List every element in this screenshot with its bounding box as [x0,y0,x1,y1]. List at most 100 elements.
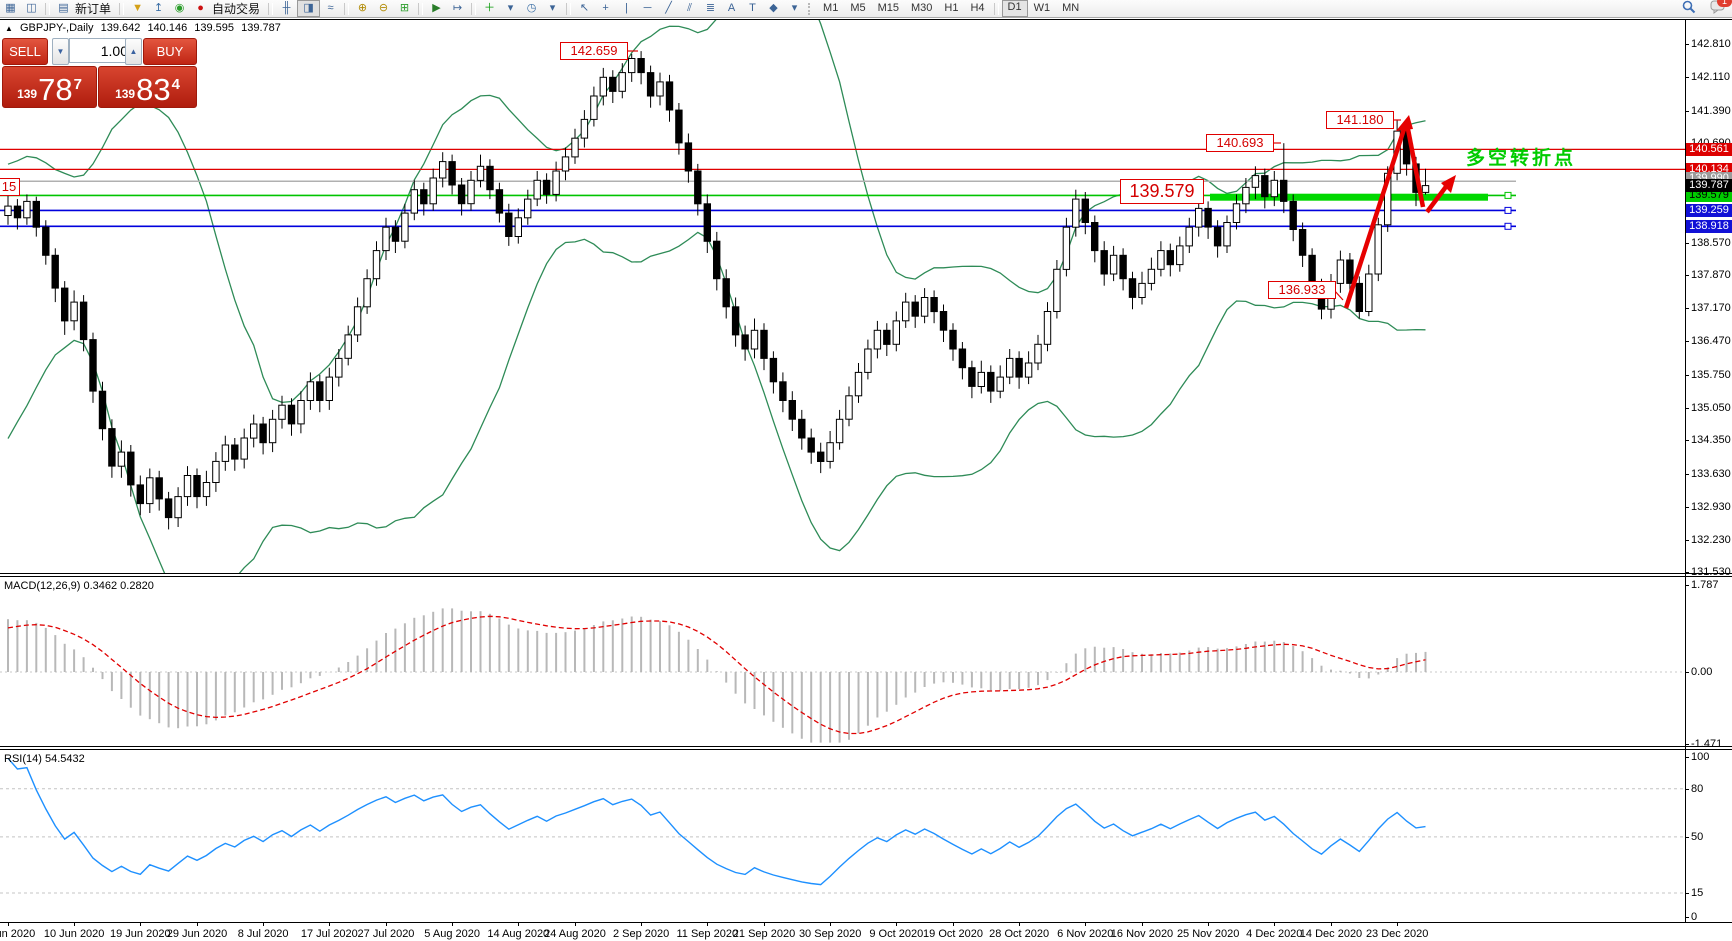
support-highlight-bar[interactable] [1210,193,1488,201]
volume-input[interactable] [69,38,133,63]
publish-icon[interactable]: ↥ [153,2,164,14]
candle [939,304,948,342]
timeframe-d1[interactable]: D1 [1001,0,1028,17]
timeframe-m5[interactable]: M5 [850,2,866,14]
candle [1053,260,1061,319]
candlestick-chart-icon[interactable]: ◨ [297,0,321,17]
auto-trading-icon[interactable]: ● [197,2,204,14]
arrows-icon[interactable]: ◆ [769,2,778,14]
annotation-note-chinese[interactable]: 多空转折点 [1466,148,1577,169]
funnel-icon[interactable]: ▼ [132,2,143,14]
text-label-icon[interactable]: T [749,2,756,14]
vertical-line-icon[interactable]: | [625,2,628,14]
line-endpoint-marker[interactable] [1504,222,1512,230]
candle [183,466,192,506]
line-endpoint-marker[interactable] [1504,191,1512,199]
price-tick-mark [1685,76,1689,78]
buy-button[interactable]: BUY [143,38,197,65]
tile-windows-icon[interactable]: ⊞ [399,2,410,14]
auto-scroll-icon[interactable]: ▶ [432,2,441,14]
text-icon[interactable]: A [727,2,736,14]
price-axis-border[interactable] [1685,19,1686,923]
search-icon[interactable] [1682,0,1696,17]
sell-price-button[interactable]: 139 78 7 [2,66,97,108]
crosshair-icon[interactable]: + [602,2,609,14]
candle [429,168,437,211]
new_order-label[interactable]: 新订单 [75,2,112,16]
candle [1157,241,1165,277]
timeframe-m30[interactable]: M30 [911,2,933,14]
rsi-label: RSI(14) 54.5432 [4,753,85,765]
fibonacci-icon[interactable]: ≣ [705,2,716,14]
annotation-support-139579[interactable]: 139.579 [1120,179,1204,204]
line-endpoint-marker[interactable] [1504,206,1512,214]
trade-arrow-annotation[interactable] [1343,115,1456,309]
rsi-panel[interactable] [0,750,1685,922]
annotation-spike-141180[interactable]: 141.180 [1326,111,1394,129]
cursor-icon[interactable]: ↖ [579,2,590,14]
horizontal-line-icon[interactable]: ─ [643,2,652,14]
volume-up-button[interactable]: ▲ [125,38,142,65]
arrows-dropdown-icon[interactable]: ▾ [791,2,798,14]
macd-rsi-separator2[interactable] [0,749,1732,750]
date-label: 21 Sep 2020 [732,928,796,940]
macd-panel[interactable] [0,577,1685,746]
zoom-out-icon[interactable]: ⊖ [378,2,389,14]
volume-down-button[interactable]: ▼ [52,38,69,65]
candle [1251,166,1260,200]
zoom-in-icon[interactable]: ⊕ [357,2,368,14]
timeframe-m15[interactable]: M15 [877,2,899,14]
candle [221,435,230,471]
new-chart-icon[interactable]: ▦ [5,2,16,14]
timeframe-mn[interactable]: MN [1062,2,1080,14]
one-click-trading-panel: SELL ▼ ▲ BUY 139 78 7 139 83 4 [2,37,197,108]
candle [1298,222,1307,267]
bar-chart-icon[interactable]: ╫ [282,2,291,14]
print-preview-icon[interactable]: ◫ [26,2,37,14]
signal-icon[interactable]: ◉ [174,2,185,14]
candle [514,208,522,244]
periods-dropdown-icon[interactable]: ▾ [549,2,556,14]
candle [618,63,626,99]
buy-price-button[interactable]: 139 83 4 [98,66,197,108]
candle [977,360,985,394]
candle [448,154,456,195]
macd-rsi-separator[interactable] [0,746,1732,747]
rsi-bottom-border[interactable] [0,922,1732,923]
date-label: 28 Oct 2020 [989,928,1050,940]
chart-shift-icon[interactable]: ↦ [452,2,463,14]
candle [590,86,598,127]
candle [98,381,107,441]
timeframe-w1[interactable]: W1 [1033,2,1051,14]
macd-label: MACD(12,26,9) 0.3462 0.2820 [4,580,154,592]
line-chart-icon[interactable]: ≈ [327,2,334,14]
price-line-label: 139.787 [1686,179,1732,193]
chat-notifications-icon[interactable]: 1 [1710,0,1732,17]
main-price-chart[interactable] [0,19,1685,573]
sell-button[interactable]: SELL [2,38,48,65]
auto_trading-label[interactable]: 自动交易 [212,2,261,16]
equidistant-channel-icon[interactable]: ⫽ [687,2,692,14]
annotation-high-142659[interactable]: 142.659 [560,42,628,60]
date-tick-mark [1397,922,1399,926]
candle [297,391,305,434]
timeframe-m1[interactable]: M1 [823,2,839,14]
annotation-low-136933[interactable]: 136.933 [1268,281,1336,299]
indicators-icon[interactable]: ＋ [484,2,496,14]
candle [1128,271,1137,310]
timeframe-h4[interactable]: H4 [970,2,985,14]
annotation-resistance-140693[interactable]: 140.693 [1206,134,1274,152]
annotation-left-clipped[interactable]: 15 [0,178,20,196]
symbol-marker-icon: ▲ [5,24,13,33]
price-tick-mark [1685,539,1689,541]
candle [580,110,589,148]
trendline-icon[interactable]: ╱ [665,2,672,14]
periods-clock-icon[interactable]: ◷ [526,2,537,14]
indicators-dropdown-icon[interactable]: ▾ [507,2,514,14]
new-order-icon[interactable]: ▤ [58,2,69,14]
main-macd-separator2[interactable] [0,576,1732,577]
main-macd-separator[interactable] [0,573,1732,574]
timeframe-h1[interactable]: H1 [944,2,959,14]
candle [306,372,315,410]
candle [920,288,929,324]
